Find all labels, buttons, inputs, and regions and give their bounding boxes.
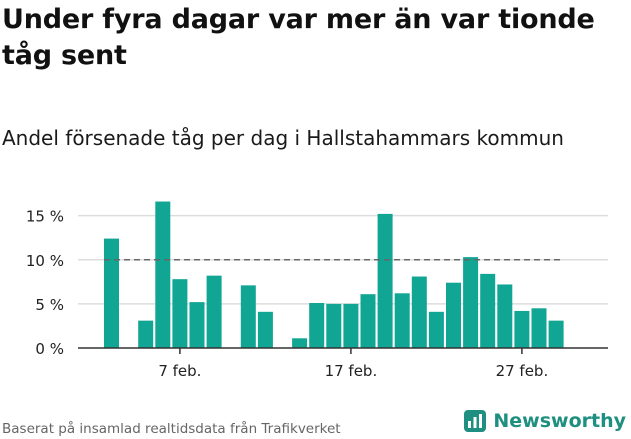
bar xyxy=(309,303,325,348)
y-tick-label: 5 % xyxy=(35,296,64,314)
bar xyxy=(531,308,547,348)
bar xyxy=(514,310,530,348)
x-tick-label: 17 feb. xyxy=(325,362,378,380)
bar-chart: 0 % 5 % 10 % 15 % 7 feb. 17 feb. 27 feb. xyxy=(26,201,608,380)
y-tick-label: 15 % xyxy=(26,208,64,226)
bar xyxy=(411,276,427,348)
bar xyxy=(343,303,359,348)
bar xyxy=(240,285,256,348)
bar xyxy=(428,311,444,348)
bar xyxy=(463,257,479,348)
y-tick-label: 10 % xyxy=(26,252,64,270)
newsworthy-logo-icon xyxy=(464,410,487,432)
bar xyxy=(257,311,273,348)
brand-logo[interactable]: Newsworthy xyxy=(463,408,626,434)
bar xyxy=(138,320,154,348)
bar xyxy=(326,303,342,348)
bar xyxy=(172,279,188,348)
bar xyxy=(548,320,564,348)
bar xyxy=(206,275,222,348)
source-note: Baserat på insamlad realtidsdata från Tr… xyxy=(2,421,341,437)
bar xyxy=(104,238,119,348)
y-tick-label: 0 % xyxy=(35,340,64,358)
bar xyxy=(292,338,308,348)
bar xyxy=(189,302,205,348)
bar xyxy=(394,293,410,348)
brand-name: Newsworthy xyxy=(493,410,626,432)
bar xyxy=(155,201,171,348)
chart-subtitle: Andel försenade tåg per dag i Hallstaham… xyxy=(2,126,564,150)
bar xyxy=(377,213,393,348)
bar xyxy=(497,284,513,348)
x-tick-label: 27 feb. xyxy=(496,362,549,380)
chart-title: Under fyra dagar var mer än var tionde t… xyxy=(2,4,595,71)
bar xyxy=(360,294,376,348)
x-tick-label: 7 feb. xyxy=(158,362,201,380)
bar xyxy=(480,273,496,348)
bar xyxy=(446,282,461,348)
